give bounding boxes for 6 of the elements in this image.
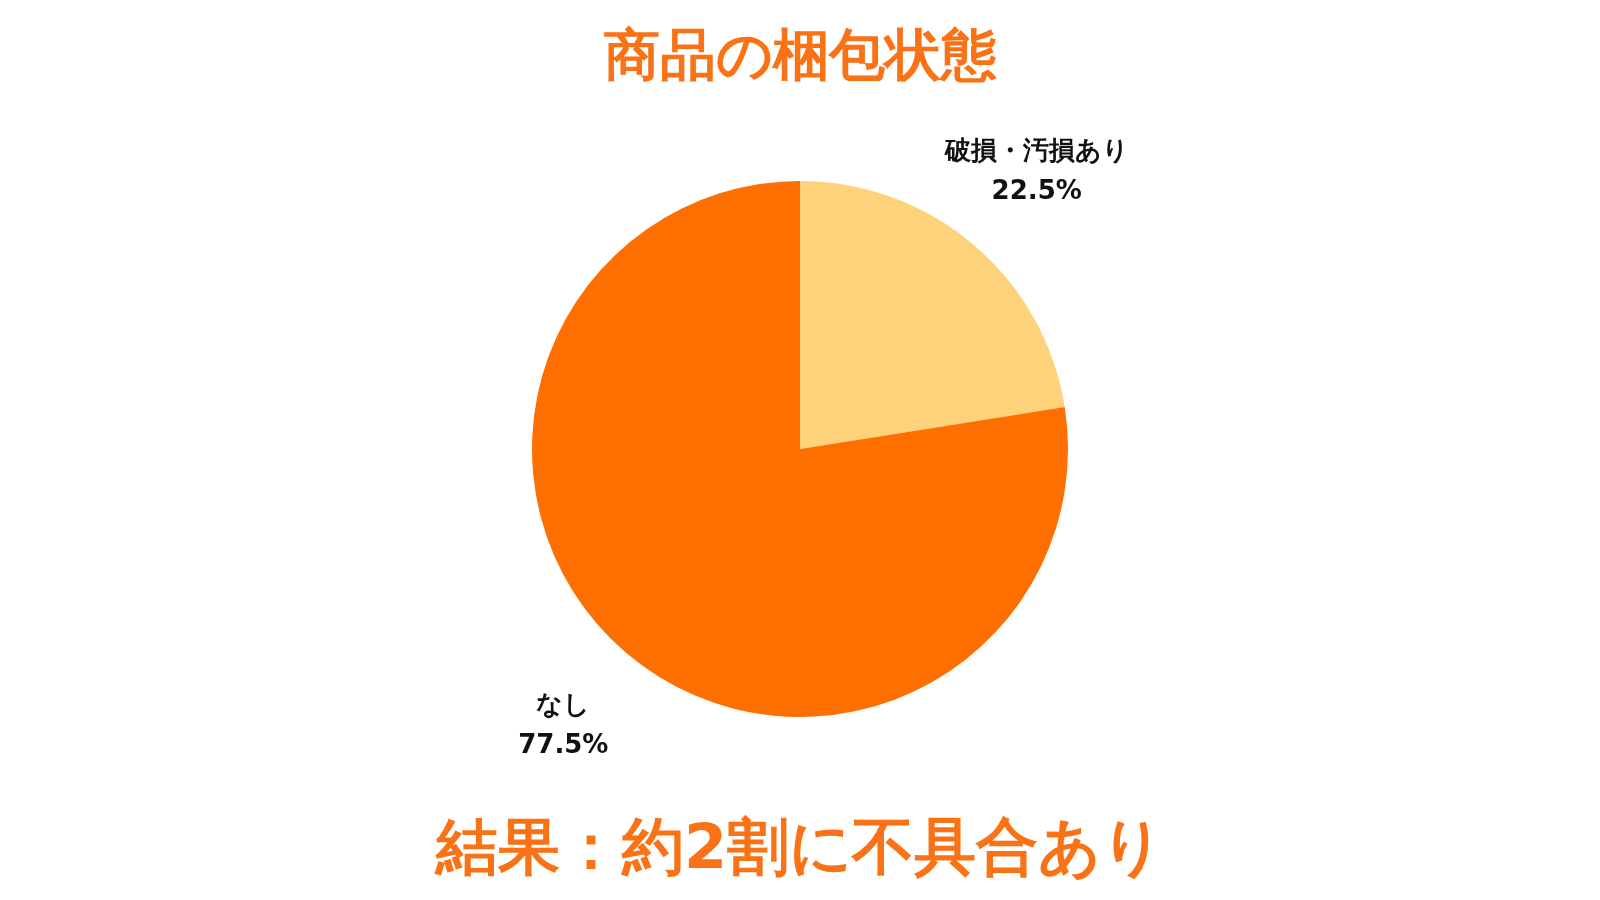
text: 結果：約2割に不具合あり [433, 809, 1166, 885]
slice-label: なし [536, 688, 591, 719]
data-label: 22.5% [991, 174, 1082, 205]
slice-label: 破損・汚損あり [943, 134, 1129, 165]
data-label: 77.5% [518, 728, 609, 759]
chart-title: 商品の梱包状態 [602, 21, 998, 89]
